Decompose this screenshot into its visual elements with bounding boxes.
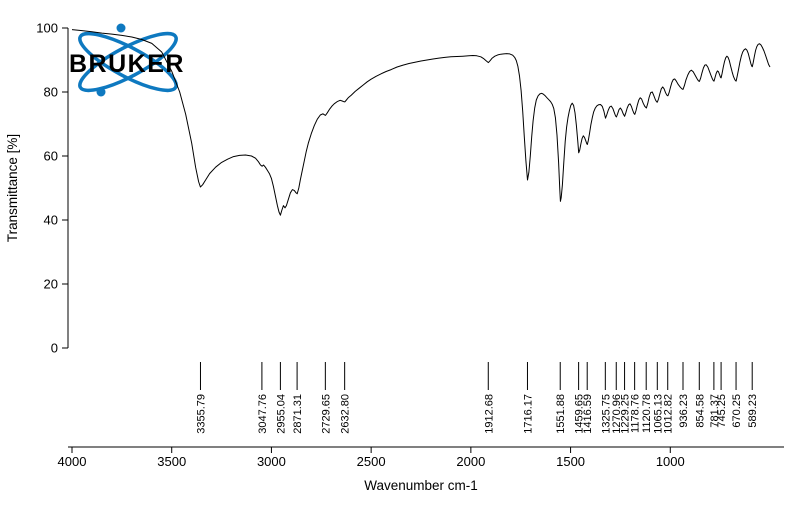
peak-label: 1270.96: [611, 394, 623, 434]
peak-label: 2871.31: [292, 394, 304, 434]
peak-label: 3047.76: [257, 394, 269, 434]
peak-label: 781.37: [709, 394, 721, 428]
peak-label: 1716.17: [523, 394, 535, 434]
y-axis-tick-label: 0: [51, 341, 58, 356]
y-axis-tick-label: 40: [44, 213, 58, 228]
y-axis-title: Transmittance [%]: [5, 134, 20, 242]
peak-label: 1325.75: [600, 394, 612, 434]
x-axis-tick-label: 1500: [556, 454, 585, 469]
peak-label: 2632.80: [340, 394, 352, 434]
peak-label: 1459.65: [574, 394, 586, 434]
peak-label: 3355.79: [196, 394, 208, 434]
x-axis-title: Wavenumber cm-1: [364, 478, 478, 493]
logo-dot-icon: [116, 23, 126, 33]
peak-label: 936.23: [678, 394, 690, 428]
peak-label: 589.23: [747, 394, 759, 428]
peak-label: 1229.25: [620, 394, 632, 434]
axes: 0 20 40 60 80 100 4000 3500 3000 2500 2000 1500 1000: [36, 21, 784, 469]
peak-label: 1012.82: [663, 394, 675, 434]
peak-label: 745.25: [716, 394, 728, 428]
logo-brand-text: BRUKER: [69, 50, 185, 78]
bruker-logo: BRUKER: [69, 23, 185, 97]
peak-label: 1120.78: [641, 394, 653, 433]
peak-label: 1178.76: [630, 394, 642, 433]
y-axis-tick-label: 100: [36, 21, 58, 36]
peak-label: 2729.65: [320, 394, 332, 434]
x-axis-tick-label: 2000: [456, 454, 485, 469]
logo-dot-icon: [96, 87, 106, 97]
peak-label: 670.25: [731, 394, 743, 428]
peak-label: 1551.88: [555, 394, 567, 434]
x-axis-tick-label: 3000: [257, 454, 286, 469]
x-axis-tick-label: 4000: [58, 454, 87, 469]
peak-label: 2955.04: [275, 394, 287, 434]
spectrum-curve: [71, 29, 771, 216]
peak-label: 1065.13: [652, 394, 664, 434]
peak-annotations: 3355.79 3047.76 2955.04 2871.31 2729.65 2632.…: [196, 362, 759, 434]
x-axis-tick-label: 2500: [357, 454, 386, 469]
spectrum-series: [71, 29, 771, 216]
x-axis-tick-label: 1000: [656, 454, 685, 469]
peak-label: 1912.68: [483, 394, 495, 434]
peak-label: 854.58: [694, 394, 706, 428]
y-axis-tick-label: 80: [44, 85, 58, 100]
y-axis-tick-label: 60: [44, 149, 58, 164]
x-axis-tick-label: 3500: [157, 454, 186, 469]
logo-orbit-icon: [78, 31, 178, 93]
peak-label: 1416.59: [582, 394, 594, 434]
y-axis-tick-label: 20: [44, 277, 58, 292]
